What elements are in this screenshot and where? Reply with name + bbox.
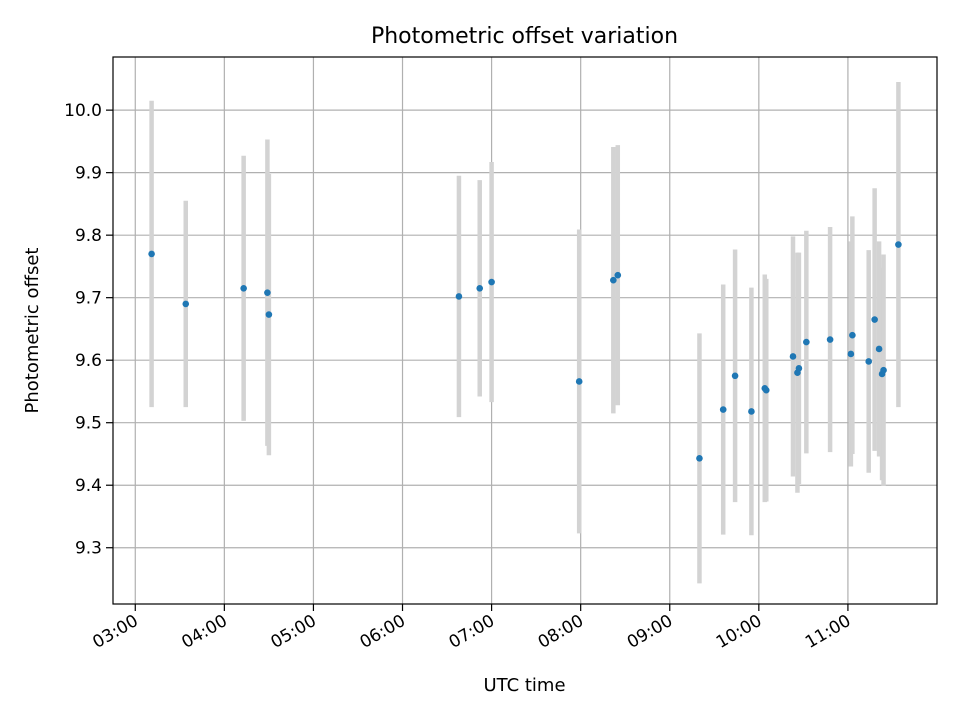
x-tick-label: 09:00 (624, 611, 676, 653)
data-point (789, 353, 797, 360)
data-point (871, 316, 878, 323)
data-point (455, 293, 463, 300)
data-point (849, 331, 856, 339)
data-point (614, 271, 622, 279)
x-tick-label: 06:00 (357, 611, 409, 653)
y-tick-label: 9.9 (75, 164, 102, 184)
y-tick-label: 9.8 (75, 226, 102, 246)
data-point (240, 285, 247, 292)
data-point (488, 278, 495, 286)
chart-title: Photometric offset variation (371, 24, 678, 49)
data-point (826, 336, 834, 343)
plot-frame (112, 56, 938, 605)
y-axis-label: Photometric offset (22, 248, 43, 414)
data-point (696, 455, 703, 462)
error-bars (149, 82, 901, 584)
y-tick-label: 9.5 (75, 414, 102, 434)
x-tick-label: 04:00 (178, 611, 230, 653)
x-tick-label: 03:00 (89, 611, 141, 653)
data-points (148, 241, 902, 462)
data-point (748, 408, 755, 415)
y-tick-label: 9.4 (75, 476, 102, 496)
grid (113, 57, 937, 604)
data-point (265, 311, 273, 318)
data-point (795, 365, 803, 372)
y-axis-ticks: 9.3 9.4 9.5 9.6 9.7 9.8 9.9 10.0 (64, 101, 113, 559)
x-tick-label: 10:00 (713, 611, 765, 653)
data-point (895, 241, 902, 248)
x-axis-ticks: 03:00 04:00 05:00 06:00 07:00 08:00 09:00 10:00… (89, 604, 854, 653)
x-axis-label: UTC time (483, 675, 565, 696)
data-point (865, 358, 873, 365)
data-point (476, 285, 484, 292)
data-point (148, 250, 155, 258)
data-point (880, 366, 887, 374)
data-point (847, 350, 855, 358)
data-point (731, 372, 739, 380)
x-tick-label: 11:00 (802, 611, 854, 653)
data-point (264, 289, 271, 296)
data-point (182, 300, 190, 308)
x-tick-label: 08:00 (535, 611, 587, 653)
data-point (575, 378, 583, 385)
data-point (719, 406, 727, 413)
x-tick-label: 05:00 (267, 611, 319, 653)
y-tick-label: 9.3 (75, 539, 102, 559)
y-tick-label: 9.7 (75, 289, 102, 309)
data-point (803, 338, 810, 346)
y-tick-label: 10.0 (64, 101, 102, 121)
x-tick-label: 07:00 (446, 611, 498, 653)
y-tick-label: 9.6 (75, 351, 102, 371)
data-point (610, 276, 617, 284)
data-point (762, 386, 770, 394)
data-point (875, 345, 883, 353)
